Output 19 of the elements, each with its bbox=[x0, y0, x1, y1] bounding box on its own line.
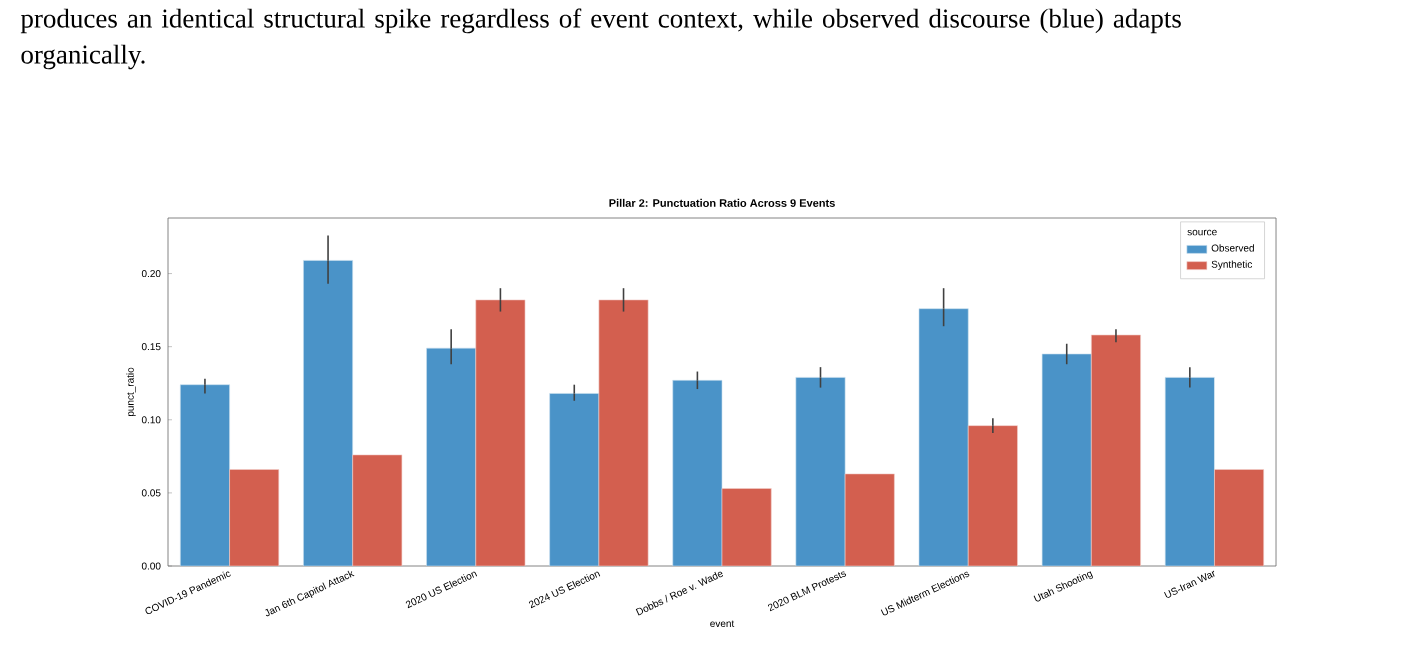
bar bbox=[352, 454, 403, 566]
bar bbox=[1091, 334, 1141, 566]
bar bbox=[303, 260, 353, 566]
bar bbox=[967, 425, 1018, 566]
bar bbox=[598, 299, 649, 566]
bar bbox=[1164, 377, 1215, 566]
bar bbox=[475, 299, 526, 566]
text: produces an identical structural spike regardless of event context, while observed discourse (blue) adapts organically. bbox=[20, 8, 1181, 70]
bar bbox=[549, 393, 600, 566]
bar bbox=[844, 473, 895, 566]
bar bbox=[180, 384, 230, 566]
bar bbox=[426, 347, 477, 566]
bar bbox=[1041, 353, 1092, 566]
bar bbox=[795, 377, 846, 566]
bar bbox=[672, 380, 723, 566]
bar bbox=[1214, 469, 1264, 566]
bar bbox=[918, 308, 969, 566]
bar bbox=[721, 488, 772, 566]
bar bbox=[229, 469, 280, 566]
